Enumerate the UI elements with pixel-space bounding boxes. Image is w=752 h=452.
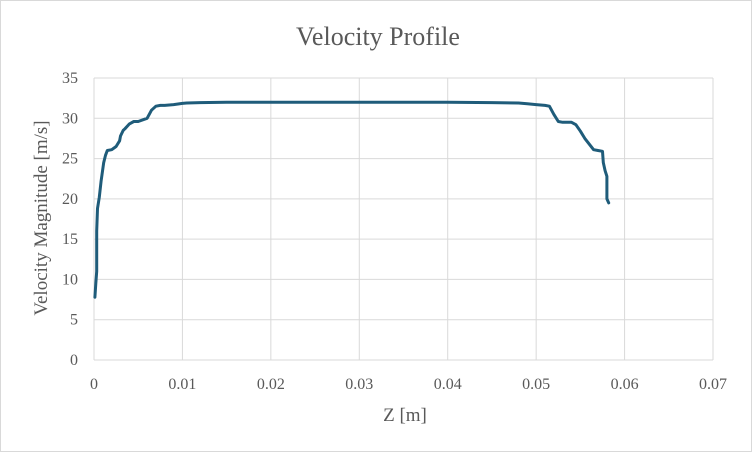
y-tick-label: 30 (62, 110, 78, 127)
x-tick-labels: 0 0.01 0.02 0.03 0.04 0.05 0.06 0.07 (90, 376, 727, 393)
y-tick-label: 35 (62, 70, 78, 87)
x-axis-label: Z [m] (383, 405, 427, 426)
x-tick-label: 0.02 (257, 376, 285, 393)
y-tick-label: 25 (62, 151, 78, 168)
x-tick-label: 0.03 (345, 376, 373, 393)
x-tick-label: 0.06 (611, 376, 639, 393)
x-tick-label: 0 (90, 376, 98, 393)
y-axis-label: Velocity Magnitude [m/s] (31, 120, 52, 315)
x-tick-label: 0.07 (699, 376, 727, 393)
y-tick-label: 0 (70, 352, 78, 369)
y-tick-label: 15 (62, 231, 78, 248)
x-tick-label: 0.04 (434, 376, 462, 393)
gridlines (93, 77, 714, 361)
series-layer (93, 100, 611, 299)
chart-title: Velocity Profile (296, 22, 460, 51)
y-tick-label: 10 (62, 271, 78, 288)
x-tick-label: 0.01 (168, 376, 196, 393)
y-tick-labels: 0 5 10 15 20 25 30 35 (62, 70, 78, 369)
x-tick-label: 0.05 (522, 376, 550, 393)
velocity-series-line (93, 100, 611, 299)
y-tick-label: 5 (70, 312, 78, 329)
y-tick-label: 20 (62, 191, 78, 208)
